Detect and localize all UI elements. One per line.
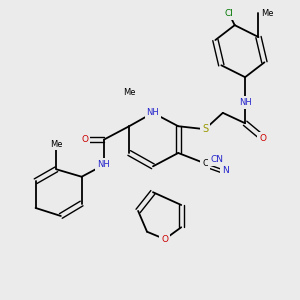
Text: Me: Me bbox=[123, 88, 135, 98]
Text: CN: CN bbox=[210, 155, 224, 164]
Text: O: O bbox=[260, 134, 266, 142]
Text: C: C bbox=[202, 159, 208, 168]
Text: O: O bbox=[161, 235, 168, 244]
Text: NH: NH bbox=[98, 160, 110, 169]
Text: Me: Me bbox=[261, 9, 274, 18]
Text: N: N bbox=[222, 166, 229, 175]
Text: NH: NH bbox=[239, 98, 251, 107]
Text: Me: Me bbox=[50, 140, 63, 148]
Text: NH: NH bbox=[147, 108, 159, 117]
Text: O: O bbox=[81, 135, 88, 144]
Text: S: S bbox=[202, 124, 208, 134]
Text: Cl: Cl bbox=[224, 9, 233, 18]
